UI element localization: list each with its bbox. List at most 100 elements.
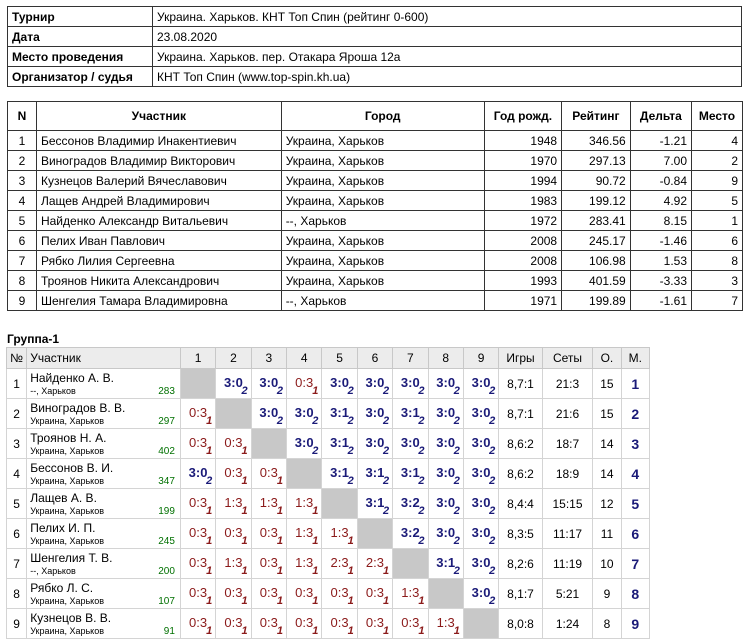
info-value: КНТ Топ Спин (www.top-spin.kh.ua) xyxy=(152,66,742,87)
match-result: 0:3 1 xyxy=(323,580,356,608)
participant-number: 6 xyxy=(7,230,37,251)
tournament-info-table: Турнир Украина. Харьков. КНТ Топ Спин (ре… xyxy=(7,6,742,87)
match-points: 1 xyxy=(312,385,319,397)
match-result: 3:0 2 xyxy=(464,370,497,398)
diagonal-cell xyxy=(321,488,358,519)
match-result: 0:3 1 xyxy=(252,520,285,548)
participant-delta: -0.84 xyxy=(629,170,693,191)
match-score: 3:0 xyxy=(471,465,491,480)
match-score: 3:0 xyxy=(259,375,279,390)
match-points: 2 xyxy=(347,475,354,487)
match-result: 3:0 2 xyxy=(464,490,497,518)
match-score: 0:3 xyxy=(259,615,278,630)
participant-number: 4 xyxy=(7,190,37,211)
player-rating: 107 xyxy=(158,596,175,607)
games-cell: 8,1:7 xyxy=(498,578,543,609)
row-number: 8 xyxy=(5,578,28,609)
participant-name: Виноградов Владимир Викторович xyxy=(35,150,282,171)
match-cell: 0:3 1 xyxy=(179,398,217,429)
match-cell: 3:0 2 xyxy=(427,518,464,549)
match-result: 0:3 1 xyxy=(252,550,285,578)
match-score: 1:3 xyxy=(295,525,314,540)
participants-column-header: Участник xyxy=(35,101,282,131)
group-header-row: № Участник 1 2 3 4 5 6 7 8 9 Игры Сеты О. М. xyxy=(5,347,651,369)
participant-name: Лащев Андрей Владимирович xyxy=(35,190,282,211)
match-cell: 1:3 1 xyxy=(427,608,464,639)
match-score: 3:0 xyxy=(400,435,420,450)
match-cell: 0:3 1 xyxy=(250,608,288,639)
match-result: 3:1 2 xyxy=(323,430,356,458)
group-column-header: 4 xyxy=(286,347,323,369)
match-cell: 3:0 2 xyxy=(427,398,464,429)
row-number: 6 xyxy=(5,518,28,549)
participant-birth-year: 1971 xyxy=(483,290,563,311)
player-rating: 402 xyxy=(158,446,175,457)
diagonal-cell xyxy=(462,608,500,639)
match-cell: 1:3 1 xyxy=(250,488,288,519)
match-result: 3:0 2 xyxy=(288,400,321,428)
match-result: 3:0 2 xyxy=(358,400,391,428)
match-points: 2 xyxy=(383,475,390,487)
match-cell: 1:3 1 xyxy=(286,518,323,549)
player-city: Украина, Харьков xyxy=(30,626,105,636)
match-points: 2 xyxy=(418,415,425,427)
match-points: 1 xyxy=(383,595,390,607)
match-points: 1 xyxy=(241,565,248,577)
participant-number: 2 xyxy=(7,150,37,171)
match-result: 0:3 1 xyxy=(217,460,250,488)
match-score: 0:3 xyxy=(259,465,278,480)
match-result: 0:3 1 xyxy=(217,580,250,608)
match-score: 3:0 xyxy=(188,465,208,480)
match-result: 1:3 1 xyxy=(217,490,250,518)
place-cell: 3 xyxy=(620,428,651,459)
match-result: 3:1 2 xyxy=(394,460,427,488)
match-cell: 3:0 2 xyxy=(462,398,500,429)
match-cell: 3:2 2 xyxy=(392,488,429,519)
match-result: 3:0 2 xyxy=(464,460,497,488)
participant-birth-year: 1993 xyxy=(483,270,563,291)
match-result: 2:3 1 xyxy=(323,550,356,578)
player-cell: Бессонов В. И. Украина, Харьков 347 xyxy=(26,458,181,489)
participant-name: Троянов Никита Александрович xyxy=(35,270,282,291)
points-cell: 10 xyxy=(592,548,622,579)
match-points: 1 xyxy=(347,595,354,607)
sets-cell: 15:15 xyxy=(541,488,594,519)
match-points: 2 xyxy=(453,415,460,427)
match-cell: 3:0 2 xyxy=(356,428,394,459)
player-name: Виноградов В. В. xyxy=(30,401,126,415)
match-cell: 3:0 2 xyxy=(392,368,429,399)
participants-table: N Участник Город Год рожд. Рейтинг Дельта Мест… xyxy=(7,101,743,311)
place-cell: 1 xyxy=(620,368,651,399)
participant-name: Шенгелия Тамара Владимировна xyxy=(35,290,282,311)
match-points: 1 xyxy=(276,565,284,577)
participant-number: 3 xyxy=(7,170,37,191)
place-cell: 4 xyxy=(620,458,651,489)
player-rating: 91 xyxy=(163,626,175,637)
match-result: 3:0 2 xyxy=(429,430,462,458)
player-rating: 347 xyxy=(158,476,175,487)
match-score: 3:2 xyxy=(400,495,420,510)
match-score: 0:3 xyxy=(224,435,243,450)
diagonal-cell xyxy=(356,518,394,549)
match-result: 3:0 2 xyxy=(429,460,462,488)
match-cell: 0:3 1 xyxy=(215,458,252,489)
match-points: 2 xyxy=(383,385,390,397)
match-cell: 0:3 1 xyxy=(250,578,288,609)
participant-rating: 346.56 xyxy=(561,130,631,151)
match-result: 3:0 2 xyxy=(288,430,321,458)
match-score: 3:1 xyxy=(400,465,420,480)
player-cell: Шенгелия Т. В. --, Харьков 200 xyxy=(26,548,181,579)
match-result: 0:3 1 xyxy=(358,610,391,638)
info-value: 23.08.2020 xyxy=(152,26,742,47)
match-cell: 1:3 1 xyxy=(215,488,252,519)
match-cell: 1:3 1 xyxy=(286,488,323,519)
diagonal-cell xyxy=(392,548,429,579)
match-cell: 3:0 2 xyxy=(462,488,500,519)
match-score: 3:0 xyxy=(259,405,279,420)
table-row: 6 Пелих Иван Павлович Украина, Харьков 2008… xyxy=(7,230,743,251)
row-number: 3 xyxy=(5,428,28,459)
info-label: Дата xyxy=(7,26,153,47)
games-cell: 8,3:5 xyxy=(498,518,543,549)
match-result: 3:0 2 xyxy=(464,430,497,458)
match-cell: 3:0 2 xyxy=(215,368,252,399)
